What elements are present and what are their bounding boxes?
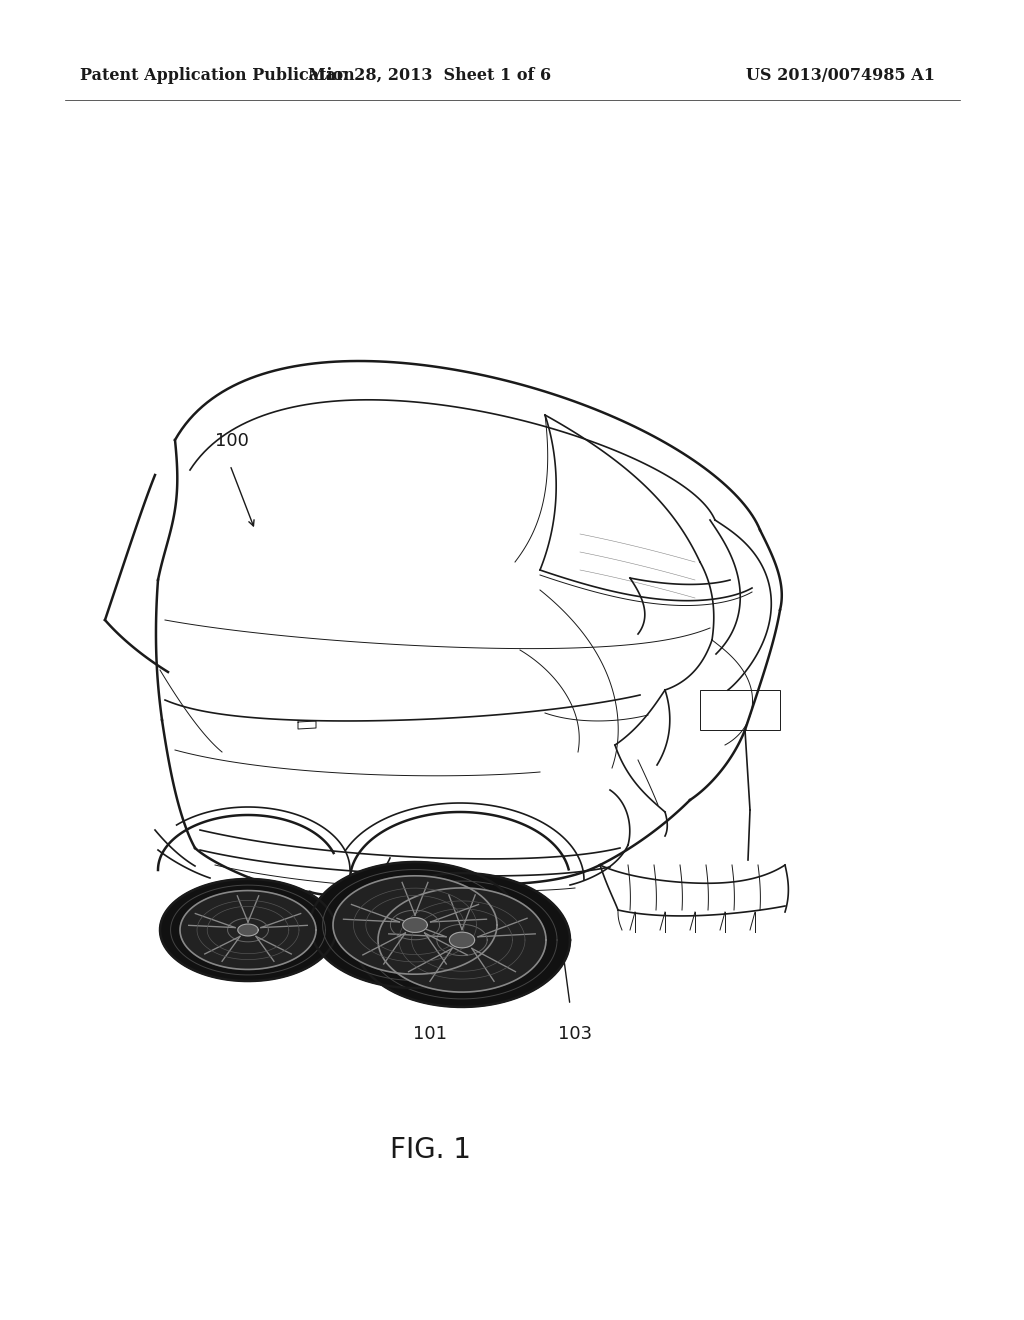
Polygon shape xyxy=(310,862,520,987)
Text: FIG. 1: FIG. 1 xyxy=(389,1137,470,1164)
Polygon shape xyxy=(402,917,427,932)
Text: 101: 101 xyxy=(413,1026,447,1043)
Polygon shape xyxy=(160,879,336,981)
Polygon shape xyxy=(354,873,570,1007)
Text: 100: 100 xyxy=(215,432,249,450)
Polygon shape xyxy=(378,888,546,993)
Text: Patent Application Publication: Patent Application Publication xyxy=(80,66,354,83)
Polygon shape xyxy=(450,932,474,948)
Text: Mar. 28, 2013  Sheet 1 of 6: Mar. 28, 2013 Sheet 1 of 6 xyxy=(308,66,552,83)
Polygon shape xyxy=(238,924,258,936)
Polygon shape xyxy=(180,891,316,969)
Text: 103: 103 xyxy=(558,1026,592,1043)
Polygon shape xyxy=(333,875,497,974)
Text: US 2013/0074985 A1: US 2013/0074985 A1 xyxy=(745,66,935,83)
Bar xyxy=(700,690,780,730)
